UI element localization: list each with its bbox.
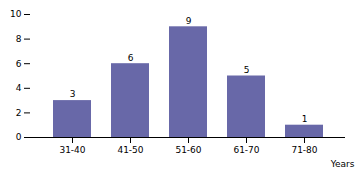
svg-text:51-60: 51-60 [175, 145, 201, 155]
svg-text:5: 5 [244, 65, 250, 75]
svg-text:31-40: 31-40 [59, 145, 85, 155]
svg-text:10: 10 [10, 9, 22, 19]
svg-text:6: 6 [128, 53, 134, 63]
svg-text:Years: Years [330, 159, 355, 169]
svg-text:8: 8 [16, 34, 22, 44]
svg-text:0: 0 [16, 132, 22, 142]
svg-text:3: 3 [70, 89, 76, 99]
svg-text:61-70: 61-70 [233, 145, 259, 155]
svg-text:71-80: 71-80 [291, 145, 317, 155]
svg-text:2: 2 [16, 108, 22, 118]
svg-text:41-50: 41-50 [117, 145, 143, 155]
svg-text:1: 1 [302, 114, 308, 124]
svg-text:9: 9 [186, 16, 192, 26]
svg-text:4: 4 [16, 83, 22, 93]
svg-text:6: 6 [16, 59, 22, 69]
